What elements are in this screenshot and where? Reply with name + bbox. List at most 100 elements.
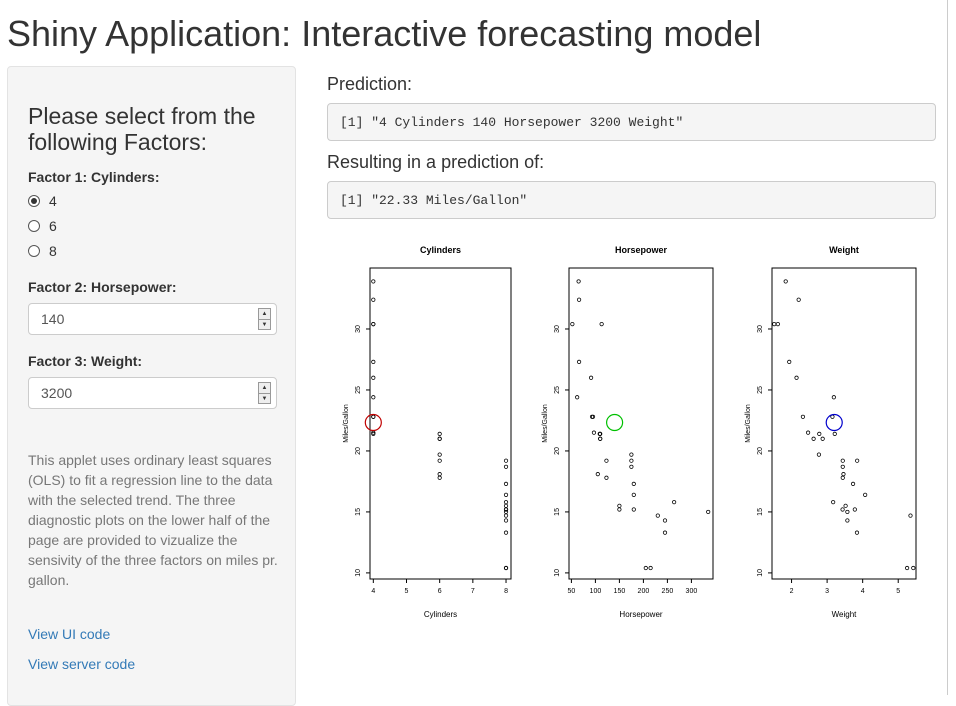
diagnostic-plots: Cylinders Cylinders Miles/Gallon 4 5 6 7 8 10 15 2… xyxy=(327,236,927,626)
y-tick-label: 20 xyxy=(554,447,561,455)
data-point xyxy=(817,431,822,436)
cylinders-plot-title: Cylinders xyxy=(420,245,461,255)
y-tick-label: 25 xyxy=(355,386,362,394)
data-point xyxy=(617,507,622,512)
data-point xyxy=(855,458,860,463)
weight-x-axis-label: Weight xyxy=(832,610,858,619)
radio-circle[interactable] xyxy=(28,245,40,257)
data-point xyxy=(599,322,604,327)
data-point xyxy=(863,492,868,497)
data-point xyxy=(503,565,509,571)
data-point xyxy=(570,322,575,327)
data-point xyxy=(576,279,581,284)
data-point xyxy=(832,431,837,436)
x-tick-label: 3 xyxy=(825,588,829,595)
weight-plot-frame xyxy=(771,267,917,580)
page-title: Shiny Application: Interactive forecasti… xyxy=(7,13,762,54)
data-point xyxy=(604,475,609,480)
cylinders-plot-frame xyxy=(369,267,512,580)
data-point xyxy=(850,481,856,486)
x-tick-label: 5 xyxy=(896,588,900,595)
y-tick-label: 15 xyxy=(757,508,764,516)
view-server-code-link[interactable]: View server code xyxy=(28,656,136,672)
data-point xyxy=(820,436,825,441)
x-tick-label: 2 xyxy=(790,588,794,595)
x-tick-label: 8 xyxy=(504,588,508,595)
data-point xyxy=(437,475,442,480)
data-point xyxy=(503,500,509,505)
data-point xyxy=(794,375,799,380)
x-tick-label: 6 xyxy=(438,588,442,595)
radio-circle-selected[interactable] xyxy=(28,195,40,207)
radio-cylinders-6[interactable]: 6 xyxy=(28,218,57,234)
x-tick-label: 150 xyxy=(614,588,626,595)
data-point xyxy=(437,452,442,457)
data-point xyxy=(845,509,850,515)
description-text: This applet uses ordinary least squares … xyxy=(28,452,278,588)
data-point xyxy=(503,513,509,518)
weight-input[interactable]: 3200 ▲ ▼ xyxy=(28,377,277,409)
weight-spinner[interactable]: ▲ ▼ xyxy=(258,382,271,404)
prediction-marker xyxy=(606,413,624,432)
data-point xyxy=(805,430,811,435)
data-point xyxy=(905,565,910,571)
data-point xyxy=(437,458,442,463)
data-point xyxy=(576,359,582,365)
data-point xyxy=(371,322,376,327)
spin-up-icon[interactable]: ▲ xyxy=(259,309,270,320)
sidebar-panel: Please select from the following Factors… xyxy=(7,66,296,706)
data-point xyxy=(841,472,846,477)
data-point xyxy=(631,481,636,486)
data-point xyxy=(371,375,376,380)
spin-up-icon[interactable]: ▲ xyxy=(259,383,270,394)
data-point xyxy=(840,458,845,463)
data-point xyxy=(662,518,668,523)
radio-cylinders-8[interactable]: 8 xyxy=(28,243,57,259)
data-point xyxy=(672,500,677,505)
prediction-marker xyxy=(364,413,382,432)
cylinders-x-axis-label: Cylinders xyxy=(424,610,457,619)
horsepower-input[interactable]: 140 ▲ ▼ xyxy=(28,303,277,335)
horsepower-value: 140 xyxy=(41,311,65,327)
x-tick-label: 4 xyxy=(861,588,865,595)
data-point xyxy=(371,414,376,419)
cylinders-y-axis-label: Miles/Gallon xyxy=(343,404,350,443)
data-point xyxy=(706,509,711,515)
radio-circle[interactable] xyxy=(28,220,40,232)
data-point xyxy=(796,297,801,302)
x-tick-label: 5 xyxy=(405,588,409,595)
data-point xyxy=(800,414,806,419)
data-point xyxy=(604,458,609,463)
sidebar-heading: Please select from the following Factors… xyxy=(28,103,256,155)
view-ui-code-link[interactable]: View UI code xyxy=(28,626,111,642)
data-point xyxy=(629,452,634,457)
data-point xyxy=(811,436,816,441)
data-point xyxy=(816,452,822,457)
data-point xyxy=(840,464,845,469)
y-tick-label: 30 xyxy=(355,325,362,333)
data-point xyxy=(588,375,594,380)
data-point xyxy=(503,509,509,515)
horsepower-plot-title: Horsepower xyxy=(615,245,668,255)
data-point xyxy=(503,492,509,497)
y-tick-label: 20 xyxy=(757,447,764,455)
data-point xyxy=(648,565,653,571)
data-point xyxy=(631,507,636,512)
data-point xyxy=(371,297,376,302)
spin-down-icon[interactable]: ▼ xyxy=(261,396,268,402)
data-point xyxy=(503,518,509,523)
data-point xyxy=(831,500,836,505)
radio-cylinders-4[interactable]: 4 xyxy=(28,193,57,209)
data-point xyxy=(371,395,376,400)
data-point xyxy=(371,359,376,365)
data-point xyxy=(662,530,668,535)
result-output: [1] "22.33 Miles/Gallon" xyxy=(327,181,936,219)
data-point xyxy=(503,503,509,508)
horsepower-spinner[interactable]: ▲ ▼ xyxy=(258,308,271,330)
radio-label: 8 xyxy=(49,243,57,259)
spin-down-icon[interactable]: ▼ xyxy=(261,322,268,328)
prediction-marker xyxy=(825,413,843,432)
data-point xyxy=(595,472,600,477)
data-point xyxy=(854,530,860,535)
data-point xyxy=(503,530,509,535)
